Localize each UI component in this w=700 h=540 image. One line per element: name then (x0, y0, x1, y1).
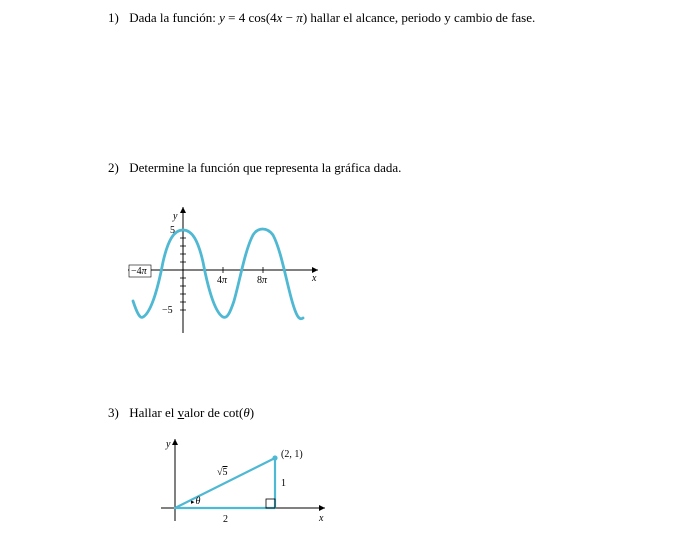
p1-suffix: hallar el alcance, periodo y cambio de f… (310, 10, 535, 25)
p2-text: Determine la función que representa la g… (129, 160, 401, 175)
hyp-label: √5 (217, 467, 228, 478)
x-axis-label: x (311, 273, 317, 284)
triangle-shape (175, 458, 275, 508)
xtick-mid: 4π (217, 275, 228, 286)
ytick-top: 5 (170, 225, 175, 236)
cosine-curve (133, 229, 303, 319)
p1-equation: y = 4 cos(4x − π) (219, 10, 307, 25)
right-angle-marker (266, 499, 275, 508)
problem-2: 2) Determine la función que representa l… (108, 160, 401, 177)
xtick-right: 8π (257, 275, 268, 286)
sine-graph: 5 −5 y x −4π 4π 8π (128, 195, 328, 345)
p3-prefix: Hallar el valor de cot(θ) (129, 405, 254, 420)
adj-label: 2 (223, 514, 228, 525)
p1-prefix: Dada la función: (129, 10, 219, 25)
point-label: (2, 1) (281, 449, 303, 460)
sine-graph-svg: 5 −5 y x −4π 4π 8π (128, 195, 328, 345)
opp-label: 1 (281, 478, 286, 489)
xtick-left: −4π (131, 266, 148, 277)
tri-y-label: y (165, 439, 171, 450)
p2-number: 2) (108, 160, 126, 177)
tri-x-arrow (319, 505, 325, 511)
y-axis-label: y (172, 211, 178, 222)
tri-x-label: x (318, 513, 324, 524)
ytick-bottom: −5 (162, 305, 173, 316)
p1-number: 1) (108, 10, 126, 27)
triangle-vertex-point (272, 455, 277, 460)
triangle-svg: ▸θ (2, 1) √5 1 2 y x (155, 433, 335, 528)
tri-y-arrow (172, 439, 178, 445)
problem-3: 3) Hallar el valor de cot(θ) (108, 405, 254, 422)
p3-number: 3) (108, 405, 126, 422)
problem-1: 1) Dada la función: y = 4 cos(4x − π) ha… (108, 10, 535, 27)
triangle-graph: ▸θ (2, 1) √5 1 2 y x (155, 433, 335, 528)
angle-theta: ▸θ (191, 496, 201, 507)
y-axis-arrow (180, 207, 186, 213)
